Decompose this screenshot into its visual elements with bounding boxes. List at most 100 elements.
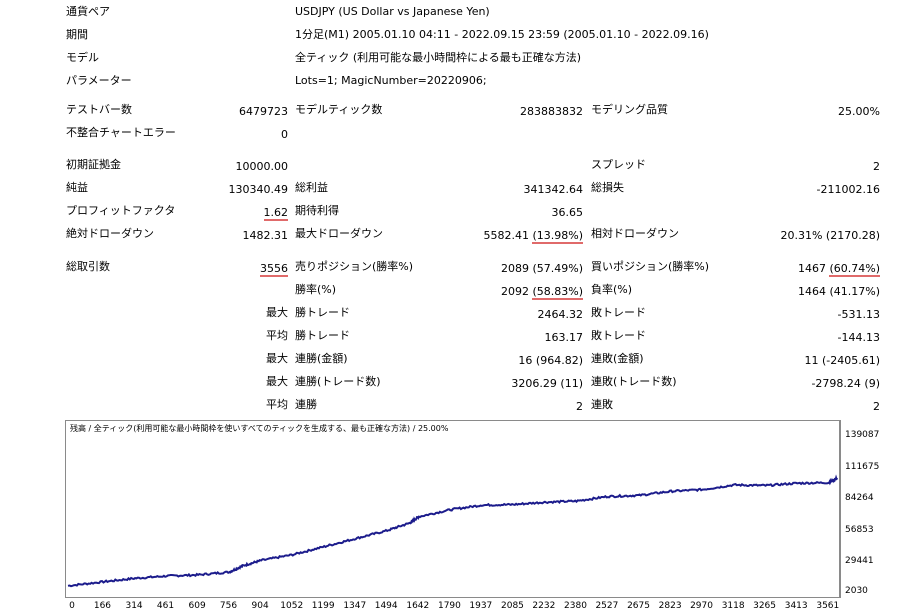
cons-wins-value: 2 <box>576 400 583 413</box>
cons-wins-label: 連勝 <box>295 398 317 411</box>
cons-wins-amount-value: 16 (964.82) <box>518 354 583 367</box>
max-label-3: 最大 <box>266 375 288 388</box>
test-bars-value: 6479723 <box>239 105 288 118</box>
cons-losses-amount-value: 11 (-2405.61) <box>804 354 880 367</box>
total-trades-value: 3556 <box>260 262 288 277</box>
long-positions-label: 買いポジション(勝率%) <box>591 260 710 273</box>
absolute-drawdown-label: 絶対ドローダウン <box>66 227 154 240</box>
x-tick-label: 1642 <box>406 601 430 611</box>
max-drawdown-value: 5582.41 <box>483 229 529 242</box>
pair-label: 通貨ペア <box>66 5 110 18</box>
chart-caption: 残高 / 全ティック(利用可能な最小時間枠を使いすべてのティックを生成する、最も… <box>70 424 449 433</box>
x-tick-label: 1347 <box>343 601 367 611</box>
cons-losses-count-label: 連敗(トレード数) <box>591 375 677 388</box>
max-loss-trade-label: 敗トレード <box>591 306 646 319</box>
cons-losses-value: 2 <box>873 400 880 413</box>
short-positions-value: 2089 (57.49%) <box>500 262 583 275</box>
avg-win-trade-value: 163.17 <box>544 331 584 344</box>
period-label: 期間 <box>66 28 88 41</box>
parameters-label: パラメーター <box>66 74 132 87</box>
parameters-value: Lots=1; MagicNumber=20220906; <box>295 74 487 87</box>
x-tick-label: 1790 <box>437 601 461 611</box>
long-positions-percent: (60.74%) <box>829 262 880 277</box>
x-tick-label: 1937 <box>469 601 493 611</box>
max-label-2: 最大 <box>266 352 288 365</box>
avg-loss-trade-label: 敗トレード <box>591 329 646 342</box>
net-profit-value: 130340.49 <box>228 183 289 196</box>
max-drawdown-percent: (13.98%) <box>532 229 583 244</box>
gross-profit-label: 総利益 <box>295 181 328 194</box>
win-rate-label: 勝率(%) <box>295 283 337 296</box>
cons-wins-amount-label: 連勝(金額) <box>295 352 348 365</box>
x-tick-label: 2823 <box>658 601 682 611</box>
y-tick-label: 2030 <box>845 586 868 596</box>
max-win-trade-value: 2464.32 <box>537 308 584 321</box>
mismatch-errors-label: 不整合チャートエラー <box>66 126 176 139</box>
cons-wins-count-value: 3206.29 (11) <box>511 377 583 390</box>
x-tick-label: 3561 <box>816 601 840 611</box>
y-tick-label: 111675 <box>845 461 880 472</box>
loss-rate-label: 負率(%) <box>591 283 633 296</box>
profit-factor-label: プロフィットファクタ <box>66 204 176 217</box>
pair-value: USDJPY (US Dollar vs Japanese Yen) <box>295 5 490 18</box>
x-tick-label: 3118 <box>721 601 745 611</box>
avg-label-2: 平均 <box>266 398 288 411</box>
net-profit-label: 純益 <box>66 181 88 194</box>
relative-drawdown-value: 20.31% (2170.28) <box>780 229 880 242</box>
x-tick-label: 2380 <box>564 601 587 611</box>
x-tick-label: 2970 <box>690 601 713 611</box>
gross-loss-label: 総損失 <box>591 181 624 194</box>
x-tick-label: 3265 <box>753 601 777 611</box>
model-label: モデル <box>66 51 99 64</box>
long-positions-count: 1467 <box>797 262 826 275</box>
modeling-quality-value: 25.00% <box>838 105 880 118</box>
x-tick-label: 904 <box>251 601 269 611</box>
model-ticks-label: モデルティック数 <box>295 103 383 116</box>
x-tick-label: 1199 <box>311 601 335 611</box>
x-tick-label: 756 <box>219 601 238 611</box>
y-tick-label: 84264 <box>845 493 874 504</box>
modeling-quality-label: モデリング品質 <box>591 103 668 116</box>
win-rate-count: 2092 <box>500 285 529 298</box>
gross-profit-value: 341342.64 <box>523 183 584 196</box>
avg-loss-trade-value: -144.13 <box>837 331 880 344</box>
y-axis-line <box>839 420 840 598</box>
relative-drawdown-label: 相対ドローダウン <box>591 227 679 240</box>
cons-losses-amount-label: 連敗(金額) <box>591 352 644 365</box>
win-rate-percent: (58.83%) <box>532 285 583 300</box>
x-tick-label: 1494 <box>374 601 398 611</box>
x-tick-label: 2085 <box>501 601 524 611</box>
mismatch-errors-value: 0 <box>281 128 288 141</box>
x-tick-label: 461 <box>156 601 175 611</box>
x-tick-label: 2675 <box>627 601 650 611</box>
spread-value: 2 <box>873 160 880 173</box>
total-trades-label: 総取引数 <box>66 260 110 273</box>
x-tick-label: 2527 <box>595 601 619 611</box>
expected-payoff-label: 期待利得 <box>295 204 339 217</box>
max-win-trade-label: 勝トレード <box>295 306 350 319</box>
balance-line <box>67 474 839 588</box>
cons-losses-label: 連敗 <box>591 398 613 411</box>
balance-chart: 残高 / 全ティック(利用可能な最小時間枠を使いすべてのティックを生成する、最も… <box>65 420 841 598</box>
model-ticks-value: 283883832 <box>520 105 583 118</box>
max-loss-trade-value: -531.13 <box>837 308 880 321</box>
initial-deposit-label: 初期証拠金 <box>66 158 121 171</box>
x-tick-label: 314 <box>125 601 143 611</box>
profit-factor-value: 1.62 <box>263 206 288 221</box>
x-tick-label: 2232 <box>532 601 556 611</box>
chart-plot <box>67 474 839 588</box>
avg-win-trade-label: 勝トレード <box>295 329 350 342</box>
model-value: 全ティック (利用可能な最小時間枠による最も正確な方法) <box>295 51 582 64</box>
gross-loss-value: -211002.16 <box>816 183 880 196</box>
expected-payoff-value: 36.65 <box>551 206 584 219</box>
x-tick-label: 1052 <box>280 601 304 611</box>
absolute-drawdown-value: 1482.31 <box>242 229 289 242</box>
x-tick-label: 166 <box>93 601 112 611</box>
x-tick-label: 3413 <box>784 601 808 611</box>
short-positions-label: 売りポジション(勝率%) <box>295 260 414 273</box>
cons-wins-count-label: 連勝(トレード数) <box>295 375 381 388</box>
y-tick-label: 29441 <box>845 556 874 567</box>
period-value: 1分足(M1) 2005.01.10 04:11 - 2022.09.15 23… <box>295 28 709 41</box>
max-label: 最大 <box>266 306 288 319</box>
y-tick-label: 56853 <box>845 524 874 535</box>
